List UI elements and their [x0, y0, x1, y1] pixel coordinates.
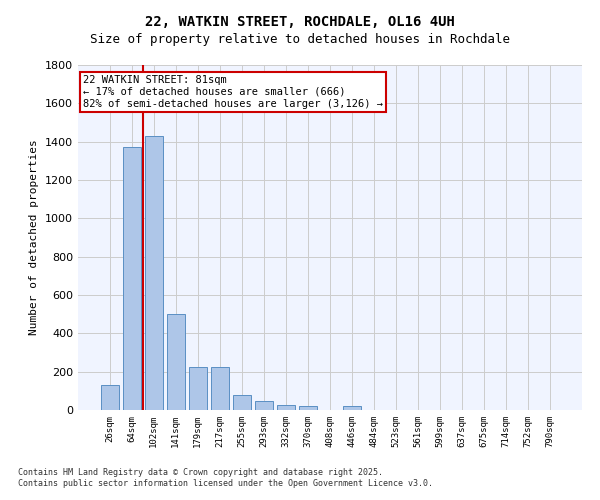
Bar: [299, 406, 317, 410]
Bar: [123, 148, 140, 410]
Text: 22, WATKIN STREET, ROCHDALE, OL16 4UH: 22, WATKIN STREET, ROCHDALE, OL16 4UH: [145, 15, 455, 29]
Bar: [145, 136, 163, 410]
Text: 22 WATKIN STREET: 81sqm
← 17% of detached houses are smaller (666)
82% of semi-d: 22 WATKIN STREET: 81sqm ← 17% of detache…: [83, 76, 383, 108]
Bar: [167, 314, 185, 410]
Bar: [343, 406, 361, 410]
Bar: [277, 405, 295, 410]
Bar: [189, 367, 206, 410]
Text: Size of property relative to detached houses in Rochdale: Size of property relative to detached ho…: [90, 32, 510, 46]
Bar: [101, 385, 119, 410]
Bar: [255, 402, 273, 410]
Bar: [211, 367, 229, 410]
Y-axis label: Number of detached properties: Number of detached properties: [29, 140, 40, 336]
Text: Contains HM Land Registry data © Crown copyright and database right 2025.
Contai: Contains HM Land Registry data © Crown c…: [18, 468, 433, 487]
Bar: [233, 394, 251, 410]
